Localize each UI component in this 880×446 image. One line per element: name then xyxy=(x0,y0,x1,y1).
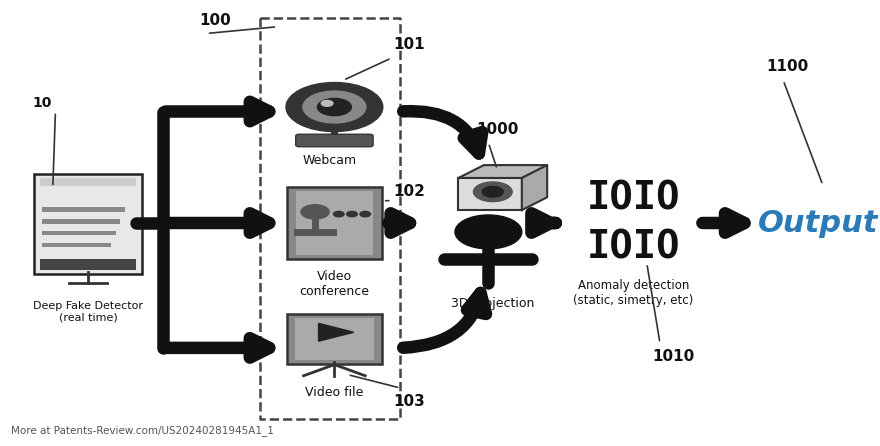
Bar xyxy=(295,318,374,360)
Circle shape xyxy=(321,100,333,106)
Polygon shape xyxy=(522,165,547,210)
Circle shape xyxy=(360,211,370,217)
Text: 101: 101 xyxy=(393,37,425,52)
Circle shape xyxy=(286,83,383,132)
FancyBboxPatch shape xyxy=(34,174,143,274)
Polygon shape xyxy=(319,323,354,341)
Circle shape xyxy=(303,91,366,123)
Text: 10: 10 xyxy=(33,95,52,110)
Text: Output: Output xyxy=(759,208,878,238)
Text: 103: 103 xyxy=(393,394,425,409)
Bar xyxy=(42,207,125,212)
Text: IOIO: IOIO xyxy=(587,228,680,267)
Bar xyxy=(40,259,136,270)
Text: 1010: 1010 xyxy=(652,349,694,364)
Polygon shape xyxy=(458,165,547,178)
Text: More at Patents-Review.com/US20240281945A1_1: More at Patents-Review.com/US20240281945… xyxy=(11,425,274,436)
Text: Anomaly detection
(static, simetry, etc): Anomaly detection (static, simetry, etc) xyxy=(574,279,693,307)
Circle shape xyxy=(473,182,512,202)
Text: 100: 100 xyxy=(200,12,231,28)
Circle shape xyxy=(455,215,522,249)
Circle shape xyxy=(347,211,357,217)
FancyBboxPatch shape xyxy=(296,134,373,147)
Text: 1100: 1100 xyxy=(766,59,809,74)
Bar xyxy=(42,243,111,247)
FancyBboxPatch shape xyxy=(287,186,382,260)
Bar xyxy=(42,219,121,224)
Text: 1000: 1000 xyxy=(476,122,518,137)
Text: 3D Projection: 3D Projection xyxy=(451,297,534,310)
Text: 102: 102 xyxy=(393,184,425,199)
Text: Webcam: Webcam xyxy=(303,154,357,167)
Text: IOIO: IOIO xyxy=(587,179,680,218)
Bar xyxy=(40,178,136,186)
Circle shape xyxy=(301,205,329,219)
FancyBboxPatch shape xyxy=(287,314,382,364)
Text: Video
conference: Video conference xyxy=(299,270,370,298)
Circle shape xyxy=(318,99,351,116)
Text: Video file: Video file xyxy=(305,386,363,399)
Bar xyxy=(296,191,373,255)
Bar xyxy=(458,178,522,210)
Circle shape xyxy=(482,186,503,197)
Circle shape xyxy=(334,211,344,217)
Bar xyxy=(42,231,116,235)
Text: Deep Fake Detector
(real time): Deep Fake Detector (real time) xyxy=(33,301,143,322)
